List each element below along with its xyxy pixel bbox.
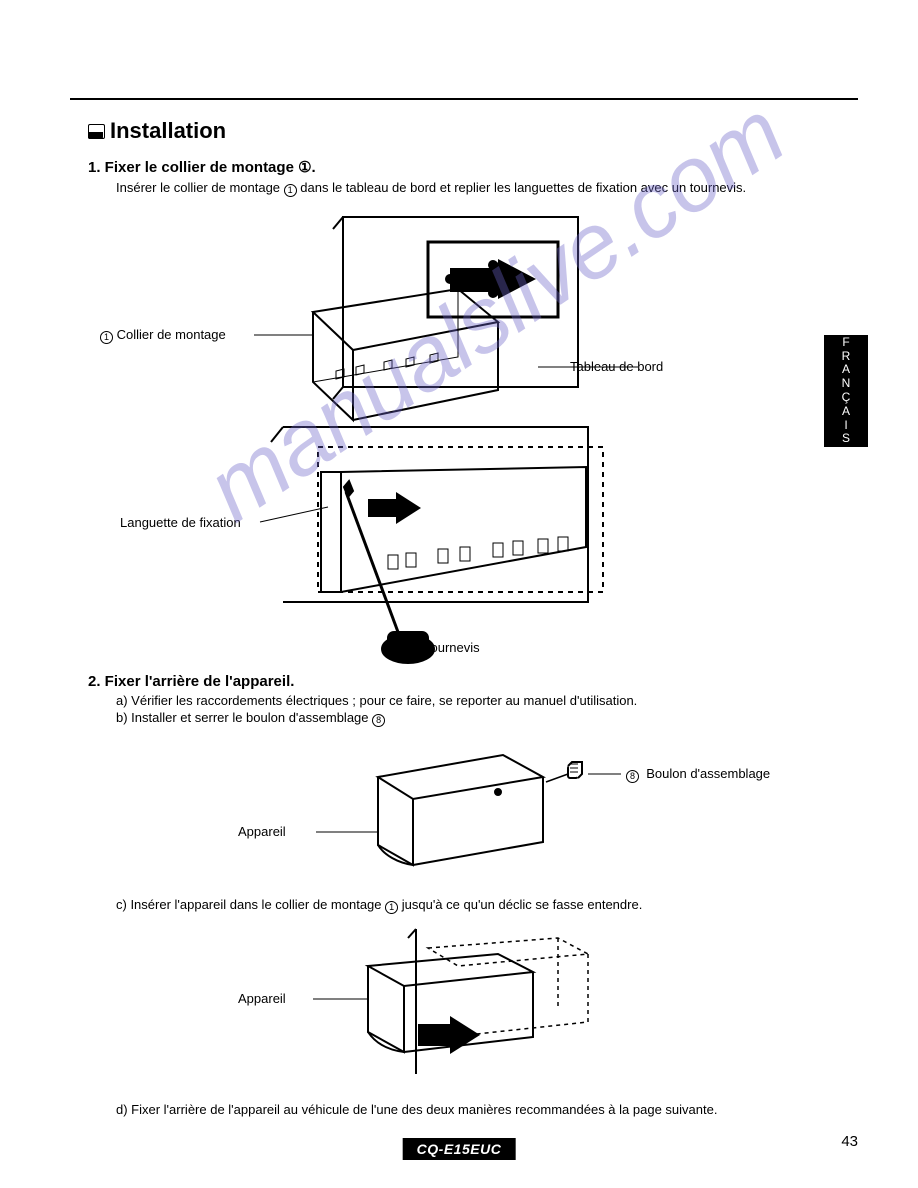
section-bullet-icon: [88, 124, 104, 138]
step2-c: c) Insérer l'appareil dans le collier de…: [116, 897, 848, 914]
lang-char: N: [842, 377, 851, 391]
page-title: Installation: [110, 118, 226, 144]
step2-heading: 2. Fixer l'arrière de l'appareil.: [88, 673, 848, 690]
callout-bolt-text: Boulon d'assemblage: [646, 766, 770, 781]
diagram-step1: 1 Collier de montage Tableau de bord Lan…: [88, 207, 848, 667]
step2-b-prefix: b) Installer et serrer le boulon d'assem…: [116, 710, 372, 725]
title-row: Installation: [88, 118, 848, 144]
circled-1-inline: 1: [284, 184, 297, 197]
step2-d: d) Fixer l'arrière de l'appareil au véhi…: [116, 1102, 848, 1117]
diagram-step2c: Appareil: [88, 924, 848, 1084]
model-badge: CQ-E15EUC: [403, 1138, 516, 1160]
lang-char: R: [842, 350, 851, 364]
lang-char: F: [842, 336, 849, 350]
callout-screwdriver: Tournevis: [424, 640, 480, 655]
step1-body-suffix: dans le tableau de bord et replier les l…: [297, 180, 747, 195]
diagram-step2b: Appareil 8 Boulon d'assemblage: [88, 737, 848, 887]
callout-tab: Languette de fixation: [120, 515, 241, 530]
step2-c-prefix: c) Insérer l'appareil dans le collier de…: [116, 897, 385, 912]
top-horizontal-rule: [70, 98, 858, 100]
lang-char: A: [842, 405, 850, 419]
diagram-step2b-svg: [88, 737, 848, 887]
language-tab: F R A N Ç A I S: [824, 335, 868, 447]
callout-collar: 1 Collier de montage: [100, 327, 226, 344]
callout-unit: Appareil: [238, 824, 286, 839]
callout-collar-text: Collier de montage: [117, 327, 226, 342]
diagram-step2c-svg: [88, 924, 848, 1084]
circled-collar: 1: [100, 331, 113, 344]
lang-char: I: [844, 419, 847, 433]
circled-bolt: 8: [626, 770, 639, 783]
step2-c-suffix: jusqu'à ce qu'un déclic se fasse entendr…: [398, 897, 642, 912]
lang-char: S: [842, 432, 850, 446]
step1-body-prefix: Insérer le collier de montage: [116, 180, 284, 195]
lang-char: Ç: [842, 391, 851, 405]
callout-unit2: Appareil: [238, 991, 286, 1006]
lang-char: A: [842, 363, 850, 377]
callout-bolt: 8 Boulon d'assemblage: [626, 766, 770, 783]
page-number: 43: [841, 1133, 858, 1150]
circled-1-c: 1: [385, 901, 398, 914]
step2-a: a) Vérifier les raccordements électrique…: [116, 693, 848, 708]
circled-8-inline: 8: [372, 714, 385, 727]
step2-b: b) Installer et serrer le boulon d'assem…: [116, 710, 848, 727]
step1-heading: 1. Fixer le collier de montage ①.: [88, 158, 848, 176]
step1-body: Insérer le collier de montage 1 dans le …: [116, 179, 848, 197]
callout-dashboard: Tableau de bord: [570, 359, 663, 374]
diagram-step1-svg: [88, 207, 848, 667]
